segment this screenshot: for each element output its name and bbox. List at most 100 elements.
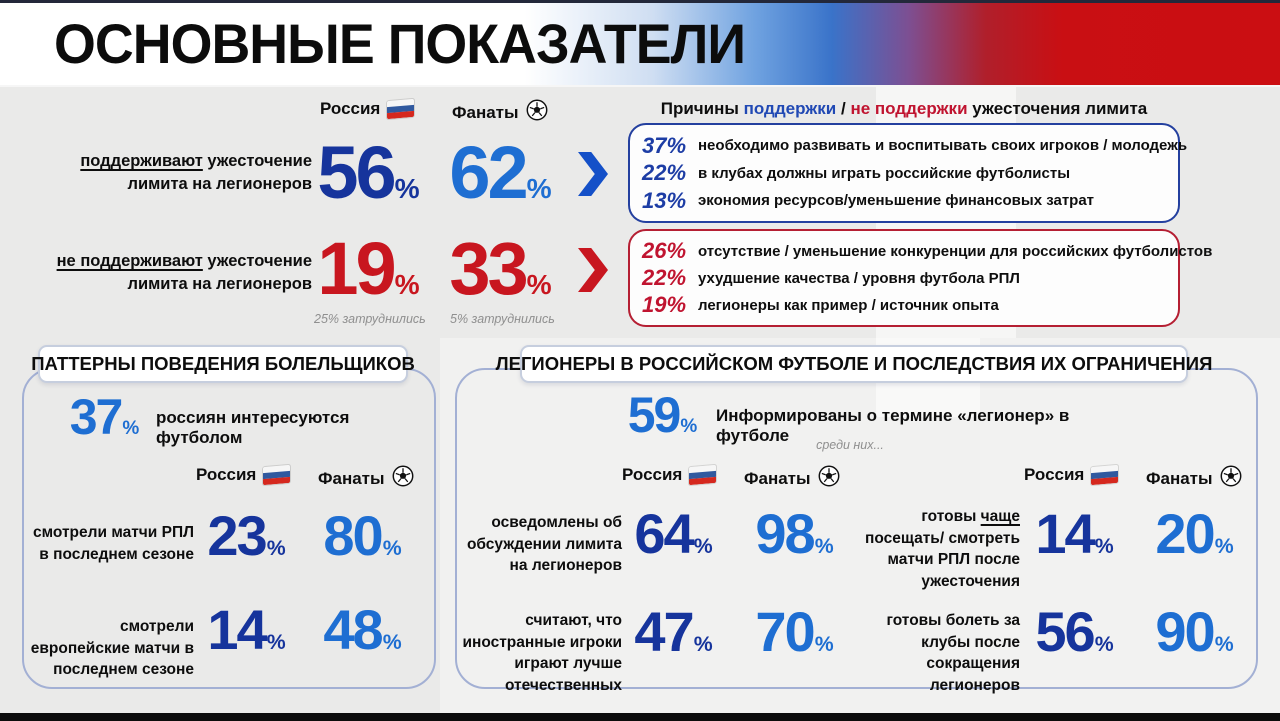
reason-value: 22% bbox=[642, 160, 687, 185]
page-title: ОСНОВНЫЕ ПОКАЗАТЕЛИ bbox=[54, 12, 746, 75]
legion-headline-text: Информированы о термине «легионер» в фут… bbox=[716, 406, 1070, 445]
percent-sign: % bbox=[814, 534, 834, 558]
value-text: 14 bbox=[207, 598, 267, 661]
bottom-bar bbox=[0, 713, 1280, 721]
patterns-row-russia-value: 14% bbox=[194, 602, 298, 658]
patterns-row-russia-value: 23% bbox=[194, 508, 298, 564]
percent-sign: % bbox=[394, 269, 420, 300]
column-header-russia: Россия bbox=[320, 98, 415, 120]
legion-row-russia-value: 14% bbox=[1022, 506, 1126, 562]
value-text: 80 bbox=[323, 504, 383, 567]
oppose-fans-note: 5% затруднились bbox=[450, 312, 555, 326]
support-row-label: поддерживают ужесточение лимита на легио… bbox=[28, 150, 312, 197]
value-text: 62 bbox=[449, 131, 528, 214]
value-text: 47 bbox=[634, 600, 694, 663]
value-text: 90 bbox=[1155, 600, 1215, 663]
percent-sign: % bbox=[1214, 632, 1234, 656]
fans-label: Фанаты bbox=[1146, 468, 1213, 488]
patterns-panel-title: ПАТТЕРНЫ ПОВЕДЕНИЯ БОЛЕЛЬЩИКОВ bbox=[31, 345, 415, 383]
column-header-russia: Россия bbox=[1024, 464, 1119, 486]
reason-value: 22% bbox=[642, 265, 687, 290]
legion-row-label: считают, что иностранные игроки играют л… bbox=[462, 612, 622, 695]
russia-label: Россия bbox=[622, 465, 683, 484]
percent-sign: % bbox=[394, 173, 420, 204]
patterns-row-label: смотрели европейские матчи в последнем с… bbox=[30, 618, 194, 679]
russia-flag-icon bbox=[1091, 464, 1119, 486]
label-underlined: чаще bbox=[980, 508, 1020, 525]
percent-sign: % bbox=[693, 534, 713, 558]
oppose-reasons-box: 26% отсутствие / уменьшение конкуренции … bbox=[628, 229, 1212, 327]
legion-row-fans-value: 98% bbox=[740, 506, 848, 562]
reason-text: необходимо развивать и воспитывать своих… bbox=[698, 137, 1188, 154]
label-pre: готовы bbox=[921, 508, 981, 525]
russia-flag-icon bbox=[689, 464, 717, 486]
patterns-row-label: смотрели матчи РПЛ в последнем сезоне bbox=[33, 524, 194, 563]
support-reasons-box: 37% необходимо развивать и воспитывать с… bbox=[628, 123, 1187, 223]
soccer-ball-icon bbox=[392, 465, 414, 492]
legion-row-fans-value: 70% bbox=[740, 604, 848, 660]
support-label-underlined: поддерживают bbox=[80, 152, 203, 170]
percent-sign: % bbox=[382, 630, 402, 654]
oppose-fans-value: 33% bbox=[444, 232, 556, 306]
reason-item: 19% легионеры как пример / источник опыт… bbox=[642, 292, 1166, 318]
legion-row-label: готовы болеть за клубы после сокращения … bbox=[886, 612, 1020, 695]
header-banner: ОСНОВНЫЕ ПОКАЗАТЕЛИ bbox=[0, 0, 1280, 87]
legion-row-label: осведомлены об обсуждении лимита на леги… bbox=[466, 514, 622, 575]
reason-text: отсутствие / уменьшение конкуренции для … bbox=[698, 242, 1213, 260]
column-header-fans: Фанаты bbox=[318, 465, 414, 492]
oppose-label-rest: ужесточение лимита на легионеров bbox=[127, 252, 312, 294]
support-fans-value: 62% bbox=[444, 136, 556, 210]
legion-row-russia-value: 64% bbox=[620, 506, 726, 562]
reason-value: 13% bbox=[642, 187, 687, 213]
reasons-title-support: поддержки bbox=[743, 99, 837, 118]
patterns-row-fans-value: 48% bbox=[310, 602, 414, 658]
value-text: 33 bbox=[449, 227, 528, 310]
russia-flag-icon bbox=[263, 464, 291, 486]
background-patch bbox=[440, 338, 980, 713]
reason-text: ухудшение качества / уровня футбола РПЛ bbox=[698, 269, 1020, 287]
percent-sign: % bbox=[680, 416, 697, 437]
reason-text: экономия ресурсов/уменьшение финансовых … bbox=[698, 192, 1095, 209]
percent-sign: % bbox=[1094, 534, 1114, 558]
value-text: 98 bbox=[755, 502, 815, 565]
reason-item: 26% отсутствие / уменьшение конкуренции … bbox=[642, 238, 1212, 264]
legionnaires-panel-title: ЛЕГИОНЕРЫ В РОССИЙСКОМ ФУТБОЛЕ И ПОСЛЕДС… bbox=[496, 345, 1212, 383]
percent-sign: % bbox=[266, 630, 286, 654]
russia-label: Россия bbox=[320, 99, 381, 118]
reason-item: 37% необходимо развивать и воспитывать с… bbox=[642, 133, 1187, 159]
column-header-russia: Россия bbox=[622, 464, 717, 486]
reasons-title-separator: / bbox=[836, 99, 851, 118]
legion-row-russia-value: 56% bbox=[1022, 604, 1126, 660]
legion-row-fans-value: 20% bbox=[1142, 506, 1246, 562]
soccer-ball-icon bbox=[818, 465, 840, 492]
support-label-rest: ужесточение лимита на легионеров bbox=[127, 152, 312, 194]
percent-sign: % bbox=[122, 418, 139, 439]
reasons-title-oppose: не поддержки bbox=[850, 99, 968, 118]
value-text: 48 bbox=[323, 598, 383, 661]
value-text: 59 bbox=[627, 387, 682, 443]
legion-headline-value: 59% bbox=[612, 390, 712, 440]
oppose-label-underlined: не поддерживают bbox=[56, 252, 203, 270]
reason-item: 22% в клубах должны играть российские фу… bbox=[642, 160, 1166, 186]
reasons-title: Причины поддержки / не поддержки ужесточ… bbox=[628, 99, 1180, 119]
chevron-right-icon bbox=[578, 248, 608, 292]
fans-label: Фанаты bbox=[744, 468, 811, 488]
percent-sign: % bbox=[814, 632, 834, 656]
reason-text: в клубах должны играть российские футбол… bbox=[698, 164, 1071, 182]
legion-row-fans-value: 90% bbox=[1142, 604, 1246, 660]
chevron-right-icon bbox=[578, 152, 608, 196]
percent-sign: % bbox=[266, 536, 286, 560]
value-text: 23 bbox=[207, 504, 267, 567]
russia-label: Россия bbox=[1024, 465, 1085, 484]
reason-text: легионеры как пример / источник опыта bbox=[698, 296, 999, 314]
oppose-russia-note: 25% затруднились bbox=[314, 312, 426, 326]
reason-item: 13% экономия ресурсов/уменьшение финансо… bbox=[642, 188, 1166, 214]
oppose-row-label: не поддерживают ужесточение лимита на ле… bbox=[28, 250, 312, 297]
value-text: 19 bbox=[317, 227, 396, 310]
percent-sign: % bbox=[382, 536, 402, 560]
percent-sign: % bbox=[526, 173, 552, 204]
column-header-russia: Россия bbox=[196, 464, 291, 486]
support-russia-value: 56% bbox=[312, 136, 424, 210]
value-text: 20 bbox=[1155, 502, 1215, 565]
